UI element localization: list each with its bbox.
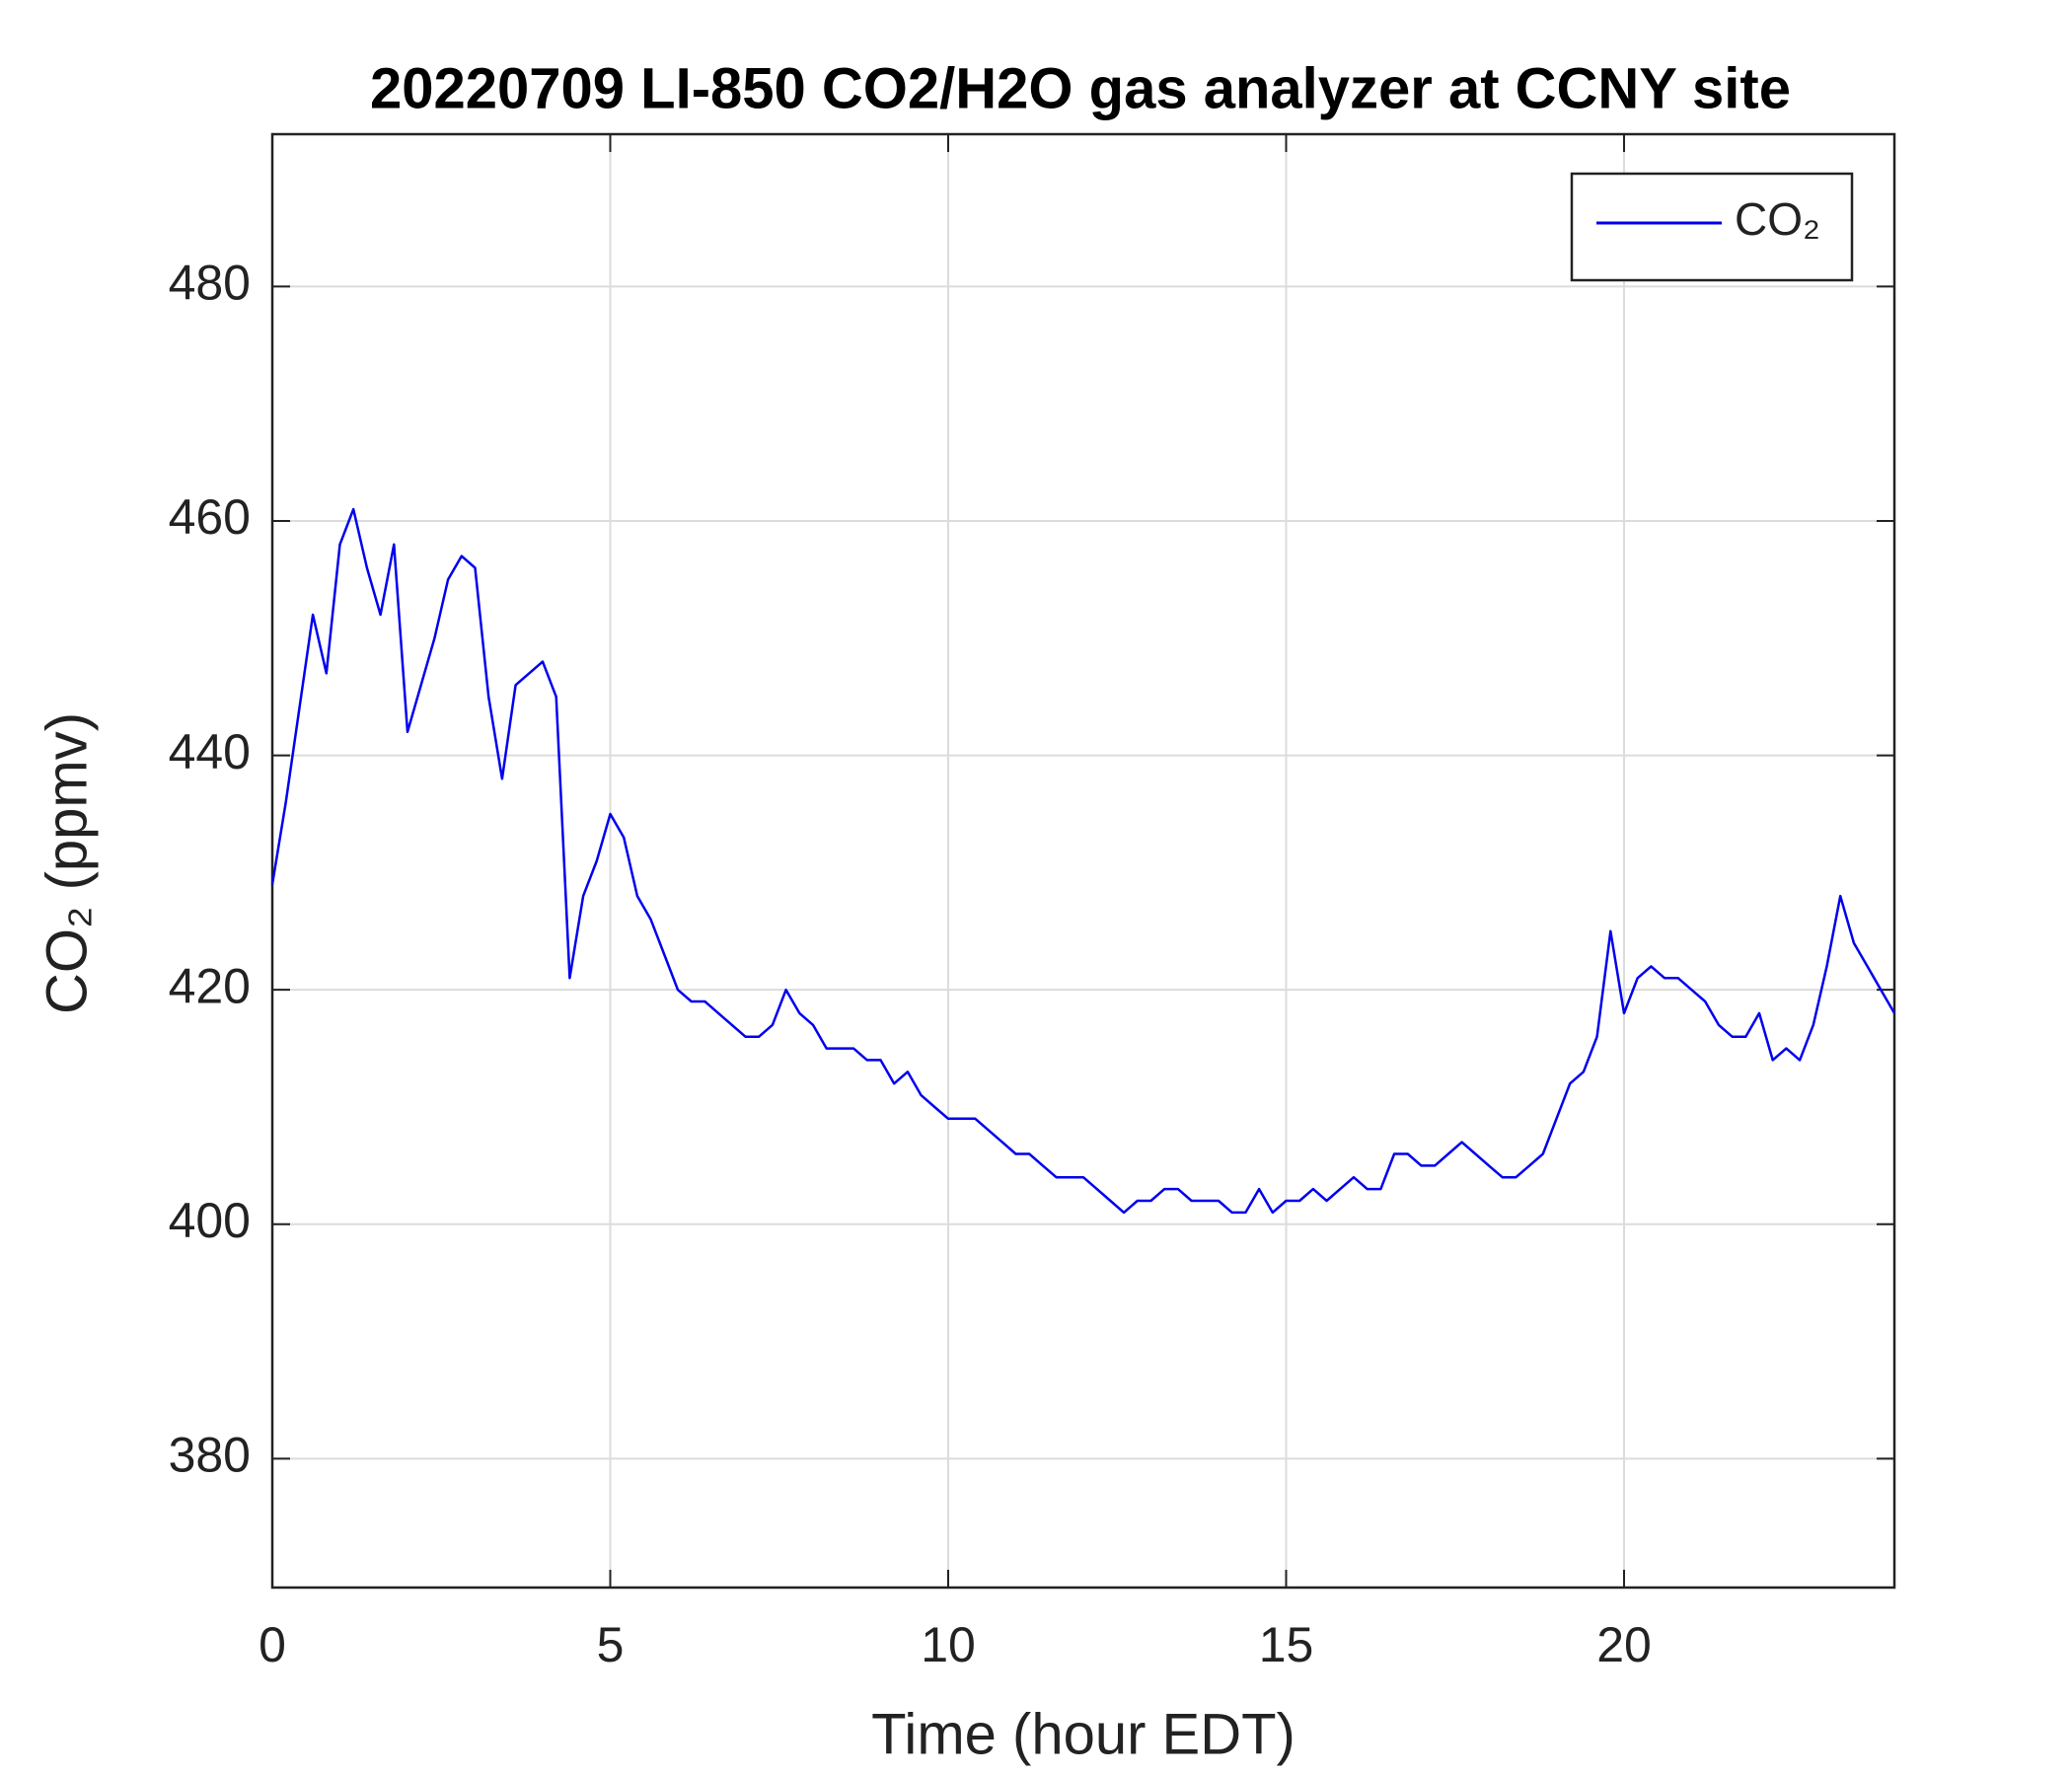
- x-tick-label: 10: [921, 1617, 976, 1672]
- x-tick-label: 20: [1596, 1617, 1652, 1672]
- y-axis-label: CO₂ (ppmv): [35, 712, 99, 1014]
- y-tick-label: 400: [169, 1193, 251, 1248]
- legend-box: [1570, 172, 1854, 282]
- x-tick-label: 0: [259, 1617, 286, 1672]
- y-tick-label: 420: [169, 958, 251, 1013]
- y-tick-label: 460: [169, 489, 251, 545]
- x-axis-label: Time (hour EDT): [871, 1702, 1295, 1766]
- chart-title: 20220709 LI-850 CO2/H2O gas analyzer at …: [370, 56, 1791, 120]
- x-tick-label: 5: [597, 1617, 625, 1672]
- y-tick-label: 480: [169, 256, 251, 311]
- legend-label: CO₂: [1735, 193, 1820, 245]
- y-tick-label: 380: [169, 1428, 251, 1483]
- y-tick-label: 440: [169, 724, 251, 779]
- x-tick-label: 15: [1259, 1617, 1314, 1672]
- data-line: [270, 507, 1896, 1215]
- plot-frame: [270, 132, 1896, 1590]
